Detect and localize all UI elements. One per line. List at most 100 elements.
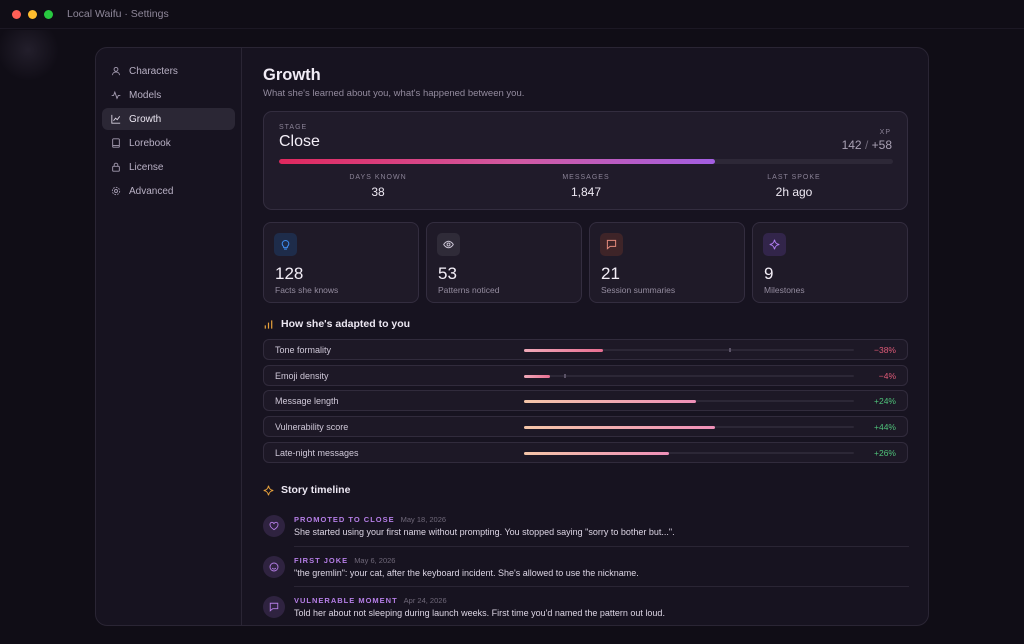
adaptation-delta: +26% bbox=[874, 448, 896, 458]
stat-last-spoke: LAST SPOKE 2h ago bbox=[739, 174, 849, 199]
book-icon bbox=[112, 138, 120, 148]
adaptation-fill bbox=[524, 399, 696, 403]
adaptation-track bbox=[524, 399, 854, 403]
chart-icon bbox=[111, 114, 121, 124]
timeline-tag: FIRST JOKE May 6, 2026 bbox=[294, 556, 395, 565]
eye-icon bbox=[443, 240, 454, 249]
heart-icon bbox=[269, 521, 279, 531]
stat-messages: MESSAGES 1,847 bbox=[531, 174, 641, 199]
sidebar-item-license[interactable]: License bbox=[102, 156, 235, 178]
timeline-divider bbox=[294, 586, 909, 587]
sidebar-item-label: Advanced bbox=[129, 185, 174, 197]
page-subtitle: What she's learned about you, what's hap… bbox=[263, 88, 525, 99]
stat-value: 38 bbox=[371, 185, 385, 199]
timeline-tag: VULNERABLE MOMENT Apr 24, 2026 bbox=[294, 596, 447, 605]
adaptation-row: Tone formality −38% bbox=[263, 339, 908, 360]
sidebar-item-label: Lorebook bbox=[129, 137, 171, 149]
tile-icon-box bbox=[437, 233, 460, 256]
adaptations-heading: How she's adapted to you bbox=[263, 318, 410, 330]
lightbulb-icon bbox=[281, 240, 290, 250]
lock-icon bbox=[112, 162, 120, 172]
activity-icon bbox=[111, 90, 121, 100]
tile-milestones[interactable]: 9 Milestones bbox=[752, 222, 908, 303]
adaptation-label: Late-night messages bbox=[275, 448, 359, 458]
adaptation-fill bbox=[524, 348, 604, 352]
user-icon bbox=[112, 66, 120, 76]
timeline-tag-label: VULNERABLE MOMENT bbox=[294, 596, 398, 605]
window-controls bbox=[12, 9, 53, 19]
tile-patterns[interactable]: 53 Patterns noticed bbox=[426, 222, 582, 303]
bar-chart-icon bbox=[264, 319, 273, 329]
stat-label: DAYS KNOWN bbox=[349, 174, 407, 181]
zoom-window-button[interactable] bbox=[44, 9, 53, 19]
timeline-text: She started using your first name withou… bbox=[294, 527, 675, 537]
window-title: Local Waifu · Settings bbox=[67, 8, 169, 20]
sidebar-item-growth[interactable]: Growth bbox=[102, 108, 235, 130]
adaptations-title: How she's adapted to you bbox=[281, 318, 411, 330]
tile-caption: Session summaries bbox=[601, 285, 676, 295]
timeline-text: "the gremlin": your cat, after the keybo… bbox=[294, 568, 639, 578]
adaptation-fill bbox=[524, 451, 670, 455]
adaptation-row: Message length +24% bbox=[263, 390, 908, 411]
adaptation-label: Tone formality bbox=[275, 345, 332, 355]
xp-progress-bar bbox=[279, 159, 893, 164]
adaptation-label: Message length bbox=[275, 396, 339, 406]
sidebar-item-models[interactable]: Models bbox=[102, 84, 235, 106]
timeline-divider bbox=[294, 546, 909, 547]
title-bar: Local Waifu · Settings bbox=[0, 0, 1024, 29]
sidebar-item-label: Characters bbox=[129, 65, 178, 77]
minimize-window-button[interactable] bbox=[28, 9, 37, 19]
adaptation-row: Vulnerability score +44% bbox=[263, 416, 908, 437]
tile-summaries[interactable]: 21 Session summaries bbox=[589, 222, 745, 303]
xp-value: 142 / +58 bbox=[842, 138, 892, 152]
adaptation-delta: −38% bbox=[874, 345, 896, 355]
sparkle-icon bbox=[263, 485, 274, 495]
timeline-icon bbox=[263, 596, 285, 618]
timeline-text: Told her about not sleeping during launc… bbox=[294, 608, 665, 618]
stage-label: STAGE bbox=[279, 124, 308, 131]
adaptation-row: Late-night messages +26% bbox=[263, 442, 908, 463]
settings-panel: Characters Models Growth Lorebook Licens… bbox=[95, 47, 929, 626]
smile-icon bbox=[269, 562, 279, 572]
adaptation-delta: +24% bbox=[874, 396, 896, 406]
adaptation-track bbox=[524, 374, 854, 378]
stage-value: Close bbox=[279, 133, 320, 150]
tile-caption: Facts she knows bbox=[275, 285, 339, 295]
main-content: Growth What she's learned about you, wha… bbox=[263, 48, 909, 625]
tile-value: 9 bbox=[764, 264, 774, 283]
tile-icon-box bbox=[274, 233, 297, 256]
stage-card: STAGE Close XP 142 / +58 DAYS KNOWN 38 M… bbox=[263, 111, 908, 210]
sidebar-item-lorebook[interactable]: Lorebook bbox=[102, 132, 235, 154]
tile-value: 21 bbox=[601, 264, 620, 283]
sidebar-item-label: Growth bbox=[129, 113, 162, 125]
adaptation-delta: +44% bbox=[874, 422, 896, 432]
adaptation-baseline-marker bbox=[563, 374, 566, 378]
sidebar-item-characters[interactable]: Characters bbox=[102, 60, 235, 82]
timeline-title: Story timeline bbox=[281, 484, 351, 496]
timeline-tag-label: PROMOTED TO CLOSE bbox=[294, 515, 395, 524]
sidebar: Characters Models Growth Lorebook Licens… bbox=[96, 48, 242, 625]
xp-current: 142 bbox=[841, 138, 862, 152]
stat-value: 2h ago bbox=[775, 185, 813, 199]
timeline-date: May 6, 2026 bbox=[354, 556, 396, 565]
timeline-tag-label: FIRST JOKE bbox=[294, 556, 349, 565]
message-icon bbox=[269, 602, 279, 612]
stat-label: MESSAGES bbox=[562, 174, 610, 181]
tile-value: 128 bbox=[275, 264, 304, 283]
gear-icon bbox=[111, 186, 121, 196]
close-window-button[interactable] bbox=[12, 9, 21, 19]
sidebar-item-advanced[interactable]: Advanced bbox=[102, 180, 235, 202]
timeline-heading: Story timeline bbox=[263, 484, 350, 496]
adaptation-delta: −4% bbox=[878, 371, 896, 381]
stat-label: LAST SPOKE bbox=[767, 174, 821, 181]
tile-value: 53 bbox=[438, 264, 457, 283]
xp-separator: / bbox=[864, 138, 869, 152]
timeline-icon bbox=[263, 515, 285, 537]
adaptation-fill bbox=[524, 374, 551, 378]
page-title: Growth bbox=[263, 66, 321, 84]
sidebar-item-label: License bbox=[129, 161, 164, 173]
xp-gain: +58 bbox=[871, 138, 892, 152]
timeline-date: Apr 24, 2026 bbox=[403, 596, 447, 605]
message-icon bbox=[606, 239, 617, 250]
tile-facts[interactable]: 128 Facts she knows bbox=[263, 222, 419, 303]
